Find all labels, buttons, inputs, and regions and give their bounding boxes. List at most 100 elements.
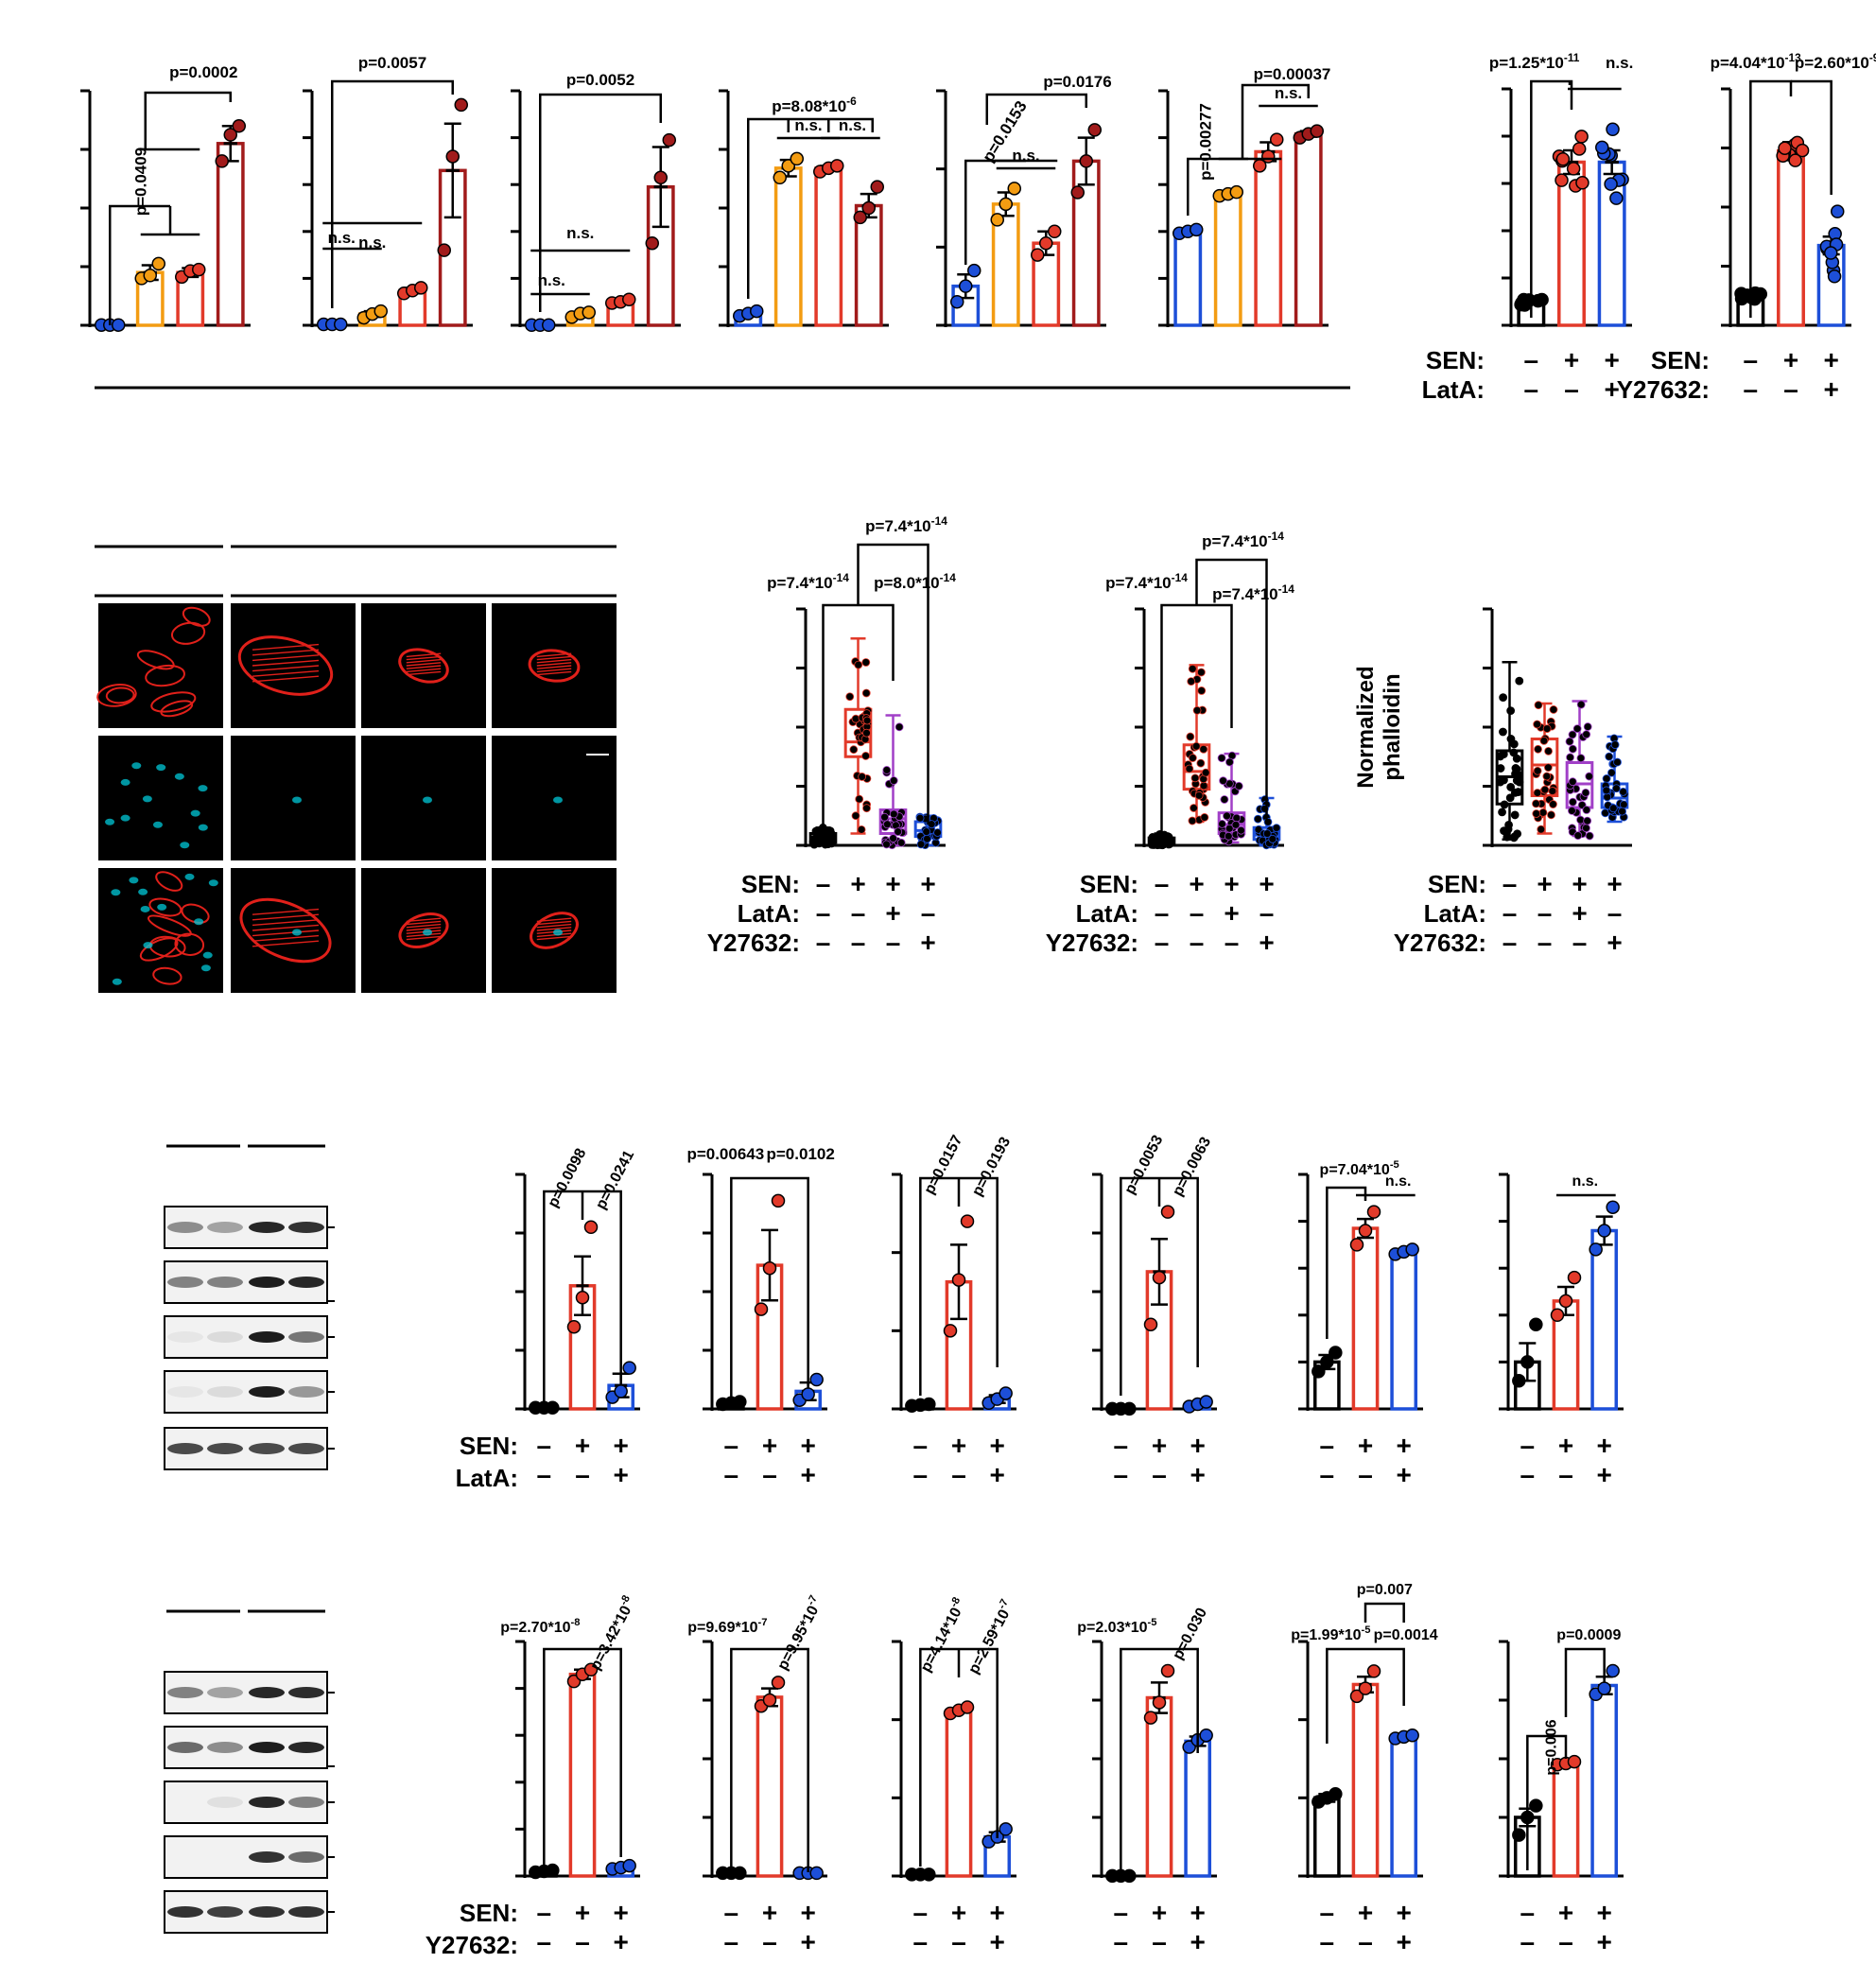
chart-b3-point: [1498, 808, 1506, 817]
chart-e5-bar: [1312, 1796, 1341, 1878]
chart-b3-point: [1515, 676, 1524, 686]
treatment-sign: +: [1396, 1898, 1411, 1927]
p-value-label: p=7.4*10-14: [1105, 571, 1188, 592]
micrograph: [98, 868, 223, 993]
chart-b3-point: [1568, 730, 1577, 739]
p-value-label: n.s.: [1012, 147, 1039, 165]
p-value-label: n.s.: [839, 116, 866, 134]
treatment-sign: –: [1155, 898, 1170, 928]
treatment-sign: –: [1503, 898, 1518, 928]
actin-signal: [150, 691, 197, 713]
nucleus-signal: [200, 964, 211, 972]
treatment-label: SEN:: [741, 870, 800, 898]
chart-e4-point: [1152, 1695, 1167, 1710]
chart-b3-point: [1583, 816, 1592, 825]
treatment-sign: –: [1152, 1927, 1167, 1956]
significance-bracket: [144, 91, 232, 149]
chart-b3-point: [1572, 724, 1582, 734]
chart-b1-point: [880, 812, 889, 822]
chart-a5-point: [1070, 185, 1085, 200]
treatment-sign: +: [613, 1898, 628, 1927]
treatment-sign: +: [1259, 869, 1274, 898]
chart-a4-point: [861, 200, 876, 216]
treatment-sign: –: [1190, 928, 1205, 957]
treatment-sign: –: [1520, 1927, 1536, 1956]
treatment-label-sen: SEN:: [460, 1899, 518, 1927]
significance-bracket: [331, 79, 454, 308]
chart-b2-point: [1201, 768, 1210, 777]
treatment-sign: +: [1604, 374, 1619, 404]
chart-c1-point: [1574, 130, 1589, 144]
nucleus-signal: [112, 978, 122, 985]
significance-bracket: [1241, 83, 1310, 159]
chart-c1-point: [1555, 173, 1569, 187]
chart-b2-point: [1220, 795, 1229, 804]
chart-b3-point: [1509, 748, 1519, 757]
chart-d1-point: [546, 1400, 560, 1416]
actin-signal: [105, 686, 135, 704]
chart-b2-point: [1194, 790, 1204, 800]
actin-fiber: [536, 662, 572, 667]
treatment-label: LatA:: [738, 899, 800, 928]
significance-bracket: [985, 93, 1087, 125]
blot-band: [167, 1386, 203, 1398]
treatment-sign: –: [816, 869, 831, 898]
chart-a2-point: [437, 243, 451, 257]
chart-b3-point: [1510, 810, 1520, 820]
treatment-sign: –: [1607, 898, 1623, 928]
chart-b1-point: [862, 716, 872, 725]
chart-c2-point: [1830, 204, 1845, 218]
blot-band: [207, 1797, 243, 1808]
significance-bracket: [1159, 1647, 1199, 1753]
p-value-label: n.s.: [1275, 84, 1302, 102]
chart-b3-point: [1512, 776, 1521, 785]
blot-band: [249, 1797, 285, 1808]
treatment-sign: +: [800, 1431, 815, 1460]
actin-fiber: [536, 670, 572, 676]
blot-band: [249, 1906, 285, 1918]
p-value-label: p=8.08*10-6: [772, 95, 857, 115]
actin-fiber: [406, 917, 442, 923]
p-value-label: p=3.42*10-8: [585, 1593, 639, 1673]
nucleus-signal: [194, 918, 204, 926]
chart-b1-point: [889, 776, 898, 785]
treatment-sign: –: [816, 898, 831, 928]
nucleus-signal: [202, 951, 213, 959]
treatment-sign: –: [724, 1460, 739, 1489]
chart-d1-point: [622, 1361, 636, 1375]
chart-d6-point: [1606, 1200, 1620, 1214]
treatment-sign: +: [1572, 898, 1587, 928]
chart-e3-point: [960, 1700, 975, 1714]
chart-e1-point: [546, 1863, 560, 1878]
treatment-sign: +: [1783, 345, 1798, 374]
treatment-sign: +: [989, 1927, 1004, 1956]
micrograph: [361, 603, 486, 728]
actin-fiber: [536, 665, 572, 669]
nucleus-signal: [292, 796, 302, 804]
actin-fiber: [252, 913, 320, 921]
chart-e1-point: [583, 1662, 599, 1677]
chart-c1-point: [1566, 162, 1581, 176]
significance-bracket: [1564, 1647, 1606, 1717]
significance-bracket: [822, 603, 859, 832]
chart-b1-point: [933, 828, 942, 837]
treatment-sign: +: [1190, 1431, 1205, 1460]
chart-b2-point: [1237, 825, 1245, 835]
significance-bracket: [1791, 79, 1833, 195]
treatment-sign: –: [816, 928, 831, 957]
chart-b2-point: [1190, 773, 1200, 783]
nucleus-signal: [198, 824, 208, 831]
treatment-sign: +: [1537, 869, 1552, 898]
treatment-sign: –: [1783, 374, 1798, 404]
significance-bracket: [770, 1647, 809, 1872]
chart-a4-point: [790, 151, 804, 166]
chart-b3-point: [1612, 784, 1621, 793]
chart-d5-bar: [1351, 1226, 1380, 1411]
actin-fiber: [252, 649, 320, 656]
chart-b1-point: [861, 658, 871, 667]
treatment-sign: –: [1520, 1431, 1536, 1460]
actin-fiber: [252, 665, 320, 672]
actin-signal: [237, 635, 334, 696]
treatment-sign: +: [1358, 1898, 1373, 1927]
actin-fiber: [406, 923, 442, 929]
